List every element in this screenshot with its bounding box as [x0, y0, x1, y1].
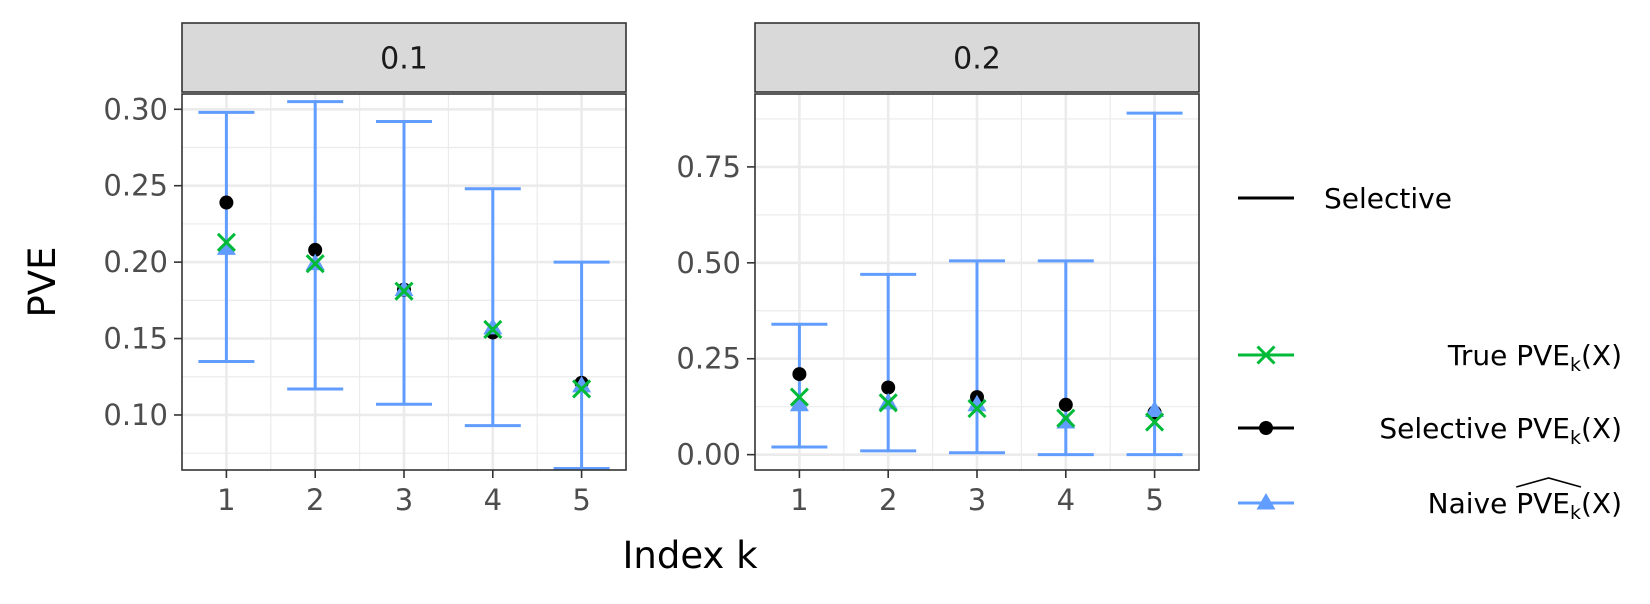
true-pve-point — [878, 393, 898, 413]
true-pve-point — [1056, 408, 1076, 428]
x-tick-label: 5 — [1145, 483, 1163, 517]
y-tick-label: 0.20 — [103, 245, 168, 279]
legend-key-marker — [1256, 345, 1276, 365]
selective-pve-point — [792, 367, 807, 382]
legend: Selective True PVEk(X) Selective PVEk(X) Na… — [1238, 182, 1622, 524]
x-tick-label: 3 — [968, 483, 986, 517]
y-tick-label: 0.50 — [676, 246, 741, 280]
true-pve-point — [305, 254, 325, 274]
naive-pve-point — [572, 375, 592, 393]
selective-pve-point — [308, 242, 323, 257]
y-tick-label: 0.75 — [676, 150, 741, 184]
legend-label-interval: Selective — [1324, 182, 1452, 215]
true-pve-point — [789, 387, 809, 407]
legend-label-true: True PVEk(X) — [1447, 339, 1622, 376]
true-pve-point — [216, 232, 236, 252]
true-pve-point — [967, 399, 987, 419]
selective-pve-point — [219, 195, 234, 210]
y-tick-label: 0.30 — [103, 92, 168, 126]
y-tick-label: 0.10 — [103, 398, 168, 432]
true-pve-point — [572, 379, 592, 399]
x-tick-label: 5 — [572, 483, 590, 517]
x-tick-label: 4 — [1057, 483, 1075, 517]
naive-pve-point — [483, 317, 503, 335]
y-tick-label: 0.25 — [676, 342, 741, 376]
x-tick-label: 1 — [217, 483, 235, 517]
legend-key-marker — [1259, 421, 1273, 435]
y-tick-label: 0.00 — [676, 438, 741, 472]
true-pve-point — [483, 319, 503, 339]
naive-pve-point — [394, 279, 414, 297]
facet-strip-label: 0.2 — [953, 42, 1001, 77]
selective-pve-point — [881, 380, 896, 395]
legend-key-marker — [1256, 493, 1276, 510]
legend-label-naive: Naive PVEk(X) — [1428, 487, 1622, 524]
naive-pve-point — [216, 238, 236, 255]
facet-strip-label: 0.1 — [380, 42, 428, 77]
naive-pve-point — [967, 394, 987, 412]
y-axis-title: PVE — [21, 246, 64, 317]
x-tick-label: 1 — [790, 483, 808, 517]
x-tick-label: 4 — [484, 483, 502, 517]
panel-0.2: 0.2 0.00 0.25 0.50 0.75 1 2 3 4 5 — [676, 22, 1200, 517]
x-tick-label: 3 — [395, 483, 413, 517]
x-axis-title: Index k — [622, 534, 758, 577]
selective-pve-point — [1058, 397, 1073, 412]
legend-label-selective: Selective PVEk(X) — [1379, 412, 1622, 449]
facet-strip — [181, 22, 627, 93]
facet-strip — [754, 22, 1200, 93]
legend-hat-accent — [1516, 477, 1582, 488]
x-tick-label: 2 — [879, 483, 897, 517]
naive-pve-point — [1145, 400, 1165, 418]
y-tick-label: 0.15 — [103, 322, 168, 356]
naive-pve-point — [789, 394, 809, 412]
true-pve-point — [1145, 412, 1165, 432]
panel-0.1: 0.1 0.10 0.15 0.20 0.25 0.30 1 2 3 4 5 — [103, 22, 627, 517]
y-tick-label: 0.25 — [103, 169, 168, 203]
x-tick-label: 2 — [306, 483, 324, 517]
true-pve-point — [394, 281, 414, 301]
